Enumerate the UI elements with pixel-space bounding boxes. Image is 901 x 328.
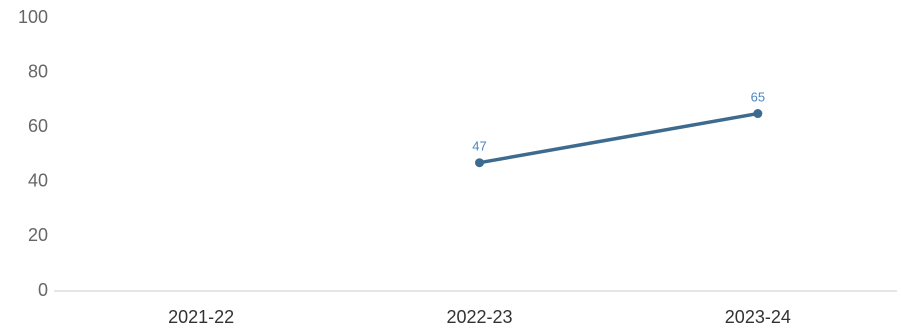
y-tick-label: 0	[38, 280, 48, 300]
y-tick-label: 60	[28, 116, 48, 136]
series-line	[477, 111, 760, 165]
x-tick-label: 2021-22	[168, 307, 234, 327]
data-label: 65	[751, 90, 765, 105]
y-tick-label: 80	[28, 61, 48, 81]
data-point	[475, 158, 484, 168]
data-label: 47	[472, 139, 486, 154]
y-tick-label: 100	[18, 7, 48, 27]
y-tick-label: 40	[28, 171, 48, 191]
x-tick-label: 2023-24	[725, 307, 791, 327]
y-tick-label: 20	[28, 225, 48, 245]
x-tick-label: 2022-23	[446, 307, 512, 327]
data-point	[753, 109, 763, 119]
